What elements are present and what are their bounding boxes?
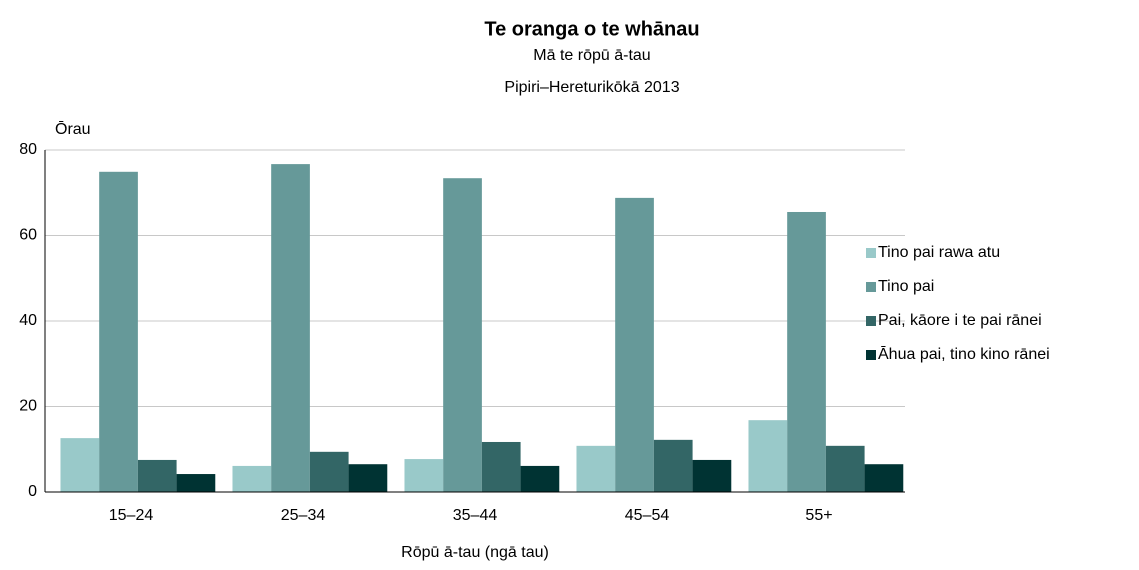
bar: [615, 197, 654, 492]
bar: [404, 459, 444, 492]
y-tick-label: 80: [19, 141, 37, 158]
y-tick-label: 0: [28, 483, 37, 500]
bar: [787, 211, 826, 493]
bar: [60, 438, 100, 492]
x-tick-label: 35–44: [453, 507, 498, 524]
bar: [348, 464, 388, 492]
x-tick-label: 15–24: [109, 507, 154, 524]
bar: [137, 459, 177, 492]
bar: [309, 451, 349, 492]
x-axis-label: Rōpū ā-tau (ngā tau): [401, 544, 549, 561]
legend-label: Tino pai rawa atu: [878, 244, 1000, 261]
bar: [481, 441, 521, 492]
legend-swatch: [866, 248, 876, 258]
bar: [99, 171, 138, 493]
bar: [825, 445, 865, 492]
legend-swatch: [866, 316, 876, 326]
y-axis-label: Ōrau: [55, 120, 91, 138]
bar: [520, 465, 560, 492]
bar: [232, 465, 272, 492]
x-tick-label: 55+: [805, 507, 832, 524]
bar: [653, 439, 693, 492]
y-tick-label: 60: [19, 227, 37, 244]
y-tick-label: 40: [19, 312, 37, 329]
x-tick-label: 25–34: [281, 507, 326, 524]
legend-label: Āhua pai, tino kino rānei: [878, 345, 1050, 363]
x-tick-label: 45–54: [625, 507, 670, 524]
bar: [176, 474, 216, 492]
bar: [692, 459, 732, 492]
legend-label: Pai, kāore i te pai rānei: [878, 312, 1042, 329]
legend-label: Tino pai: [878, 278, 934, 295]
chart-title: Te oranga o te whānau: [484, 18, 699, 40]
y-tick-label: 20: [19, 398, 37, 415]
legend-swatch: [866, 350, 876, 360]
bar: [576, 445, 616, 492]
chart-subtitle: Pipiri–Hereturikōkā 2013: [504, 79, 679, 96]
bar: [443, 178, 482, 492]
chart-subtitle: Mā te rōpū ā-tau: [533, 47, 650, 64]
bar: [748, 420, 788, 492]
legend-swatch: [866, 282, 876, 292]
bar: [271, 164, 310, 493]
bar: [864, 464, 904, 492]
